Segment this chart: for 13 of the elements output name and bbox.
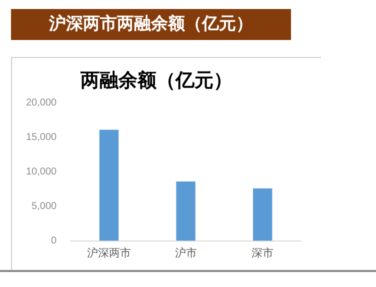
bar	[252, 188, 272, 241]
x-tick-label: 沪市	[174, 246, 197, 260]
bar	[176, 181, 196, 241]
y-tick-label: 5,000	[32, 201, 58, 212]
bar	[99, 130, 119, 241]
x-tick-label: 沪深两市	[86, 246, 131, 260]
y-tick-label: 15,000	[26, 132, 58, 144]
y-tick-label: 10,000	[26, 166, 58, 178]
y-tick-label: 20,000	[26, 98, 58, 109]
y-tick-label: 0	[51, 236, 58, 247]
x-tick-label: 深市	[252, 246, 274, 260]
chart-title: 沪深两市两融余额（亿元）	[11, 9, 291, 40]
chart-subtitle: 两融余额（亿元）	[80, 69, 232, 92]
